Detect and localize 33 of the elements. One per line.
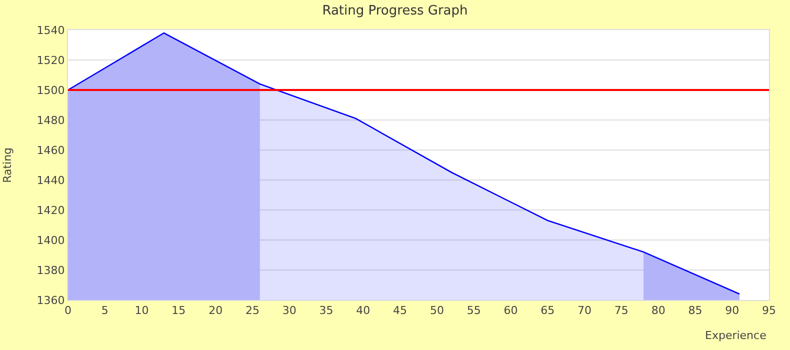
x-tick-label: 85 bbox=[688, 304, 702, 318]
y-tick-label: 1380 bbox=[36, 264, 65, 277]
x-tick-label: 40 bbox=[356, 304, 370, 318]
x-tick-label: 60 bbox=[504, 304, 518, 318]
x-tick-label: 5 bbox=[101, 304, 108, 318]
chart-title: Rating Progress Graph bbox=[322, 3, 468, 18]
y-tick-label: 1540 bbox=[36, 24, 65, 37]
y-tick-label: 1480 bbox=[36, 114, 65, 127]
y-tick-label: 1520 bbox=[36, 54, 65, 67]
x-tick-label: 35 bbox=[319, 304, 334, 318]
x-tick-label: 0 bbox=[64, 304, 72, 318]
y-tick-label: 1440 bbox=[36, 174, 65, 187]
x-tick-label: 75 bbox=[614, 304, 628, 318]
x-tick-label: 65 bbox=[540, 304, 555, 318]
x-tick-label: 45 bbox=[393, 304, 408, 318]
x-axis-title: Experience bbox=[705, 329, 767, 342]
x-tick-label: 15 bbox=[172, 304, 186, 318]
y-tick-label: 1460 bbox=[36, 144, 65, 157]
x-tick-label: 80 bbox=[651, 304, 666, 318]
x-tick-label: 95 bbox=[762, 304, 776, 318]
y-tick-label: 1400 bbox=[36, 234, 65, 247]
x-tick-label: 20 bbox=[208, 304, 223, 318]
x-tick-label: 50 bbox=[430, 304, 444, 318]
x-tick-label: 90 bbox=[725, 304, 740, 318]
y-tick-label: 1420 bbox=[36, 204, 65, 217]
y-tick-label: 1360 bbox=[36, 294, 65, 307]
x-tick-label: 30 bbox=[282, 304, 296, 318]
x-tick-label: 10 bbox=[134, 304, 149, 318]
y-tick-label: 1500 bbox=[36, 84, 65, 97]
y-axis-title: Rating bbox=[0, 147, 14, 183]
x-tick-label: 25 bbox=[245, 304, 260, 318]
x-tick-label: 55 bbox=[466, 304, 481, 318]
x-tick-label: 70 bbox=[578, 304, 592, 318]
